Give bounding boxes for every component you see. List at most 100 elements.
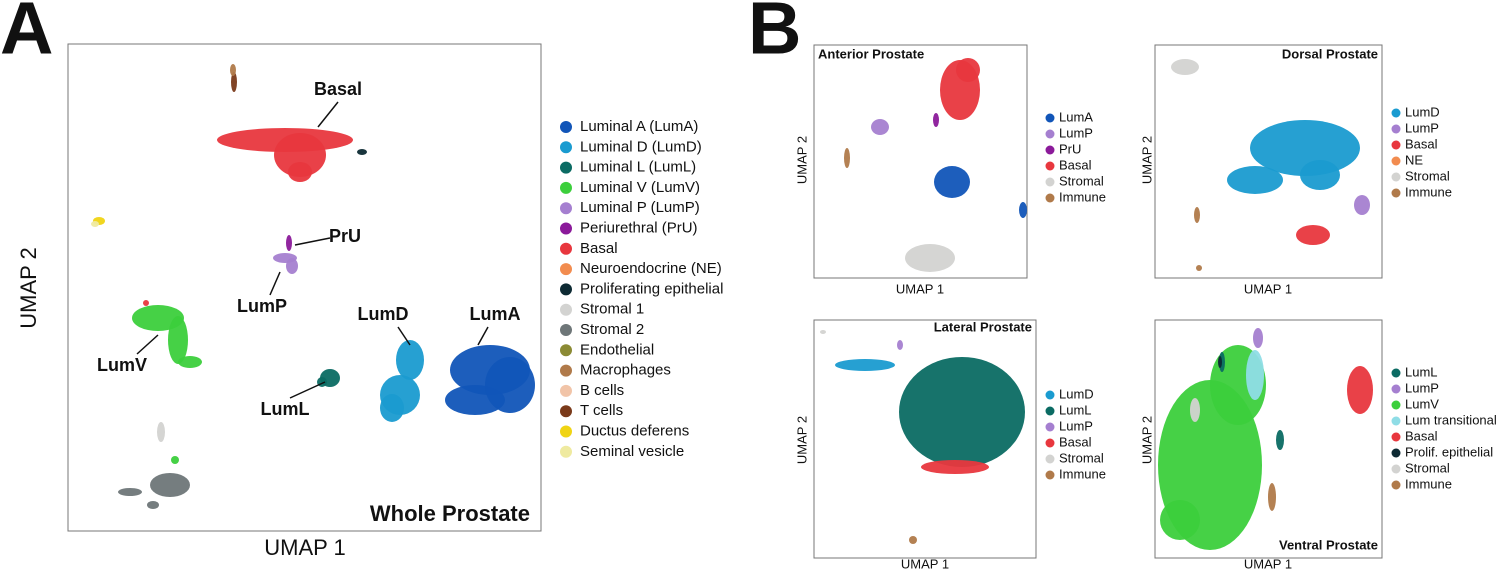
legend-label: LumD (1405, 104, 1440, 119)
legend-label: T cells (580, 402, 623, 419)
legend-marker (1045, 470, 1055, 480)
cell-cluster (1171, 59, 1199, 75)
cell-cluster (396, 340, 424, 380)
plot-title: Anterior Prostate (818, 46, 924, 61)
legend-marker (560, 161, 572, 174)
cell-cluster (897, 340, 903, 350)
legend-label: LumP (1405, 380, 1439, 395)
cell-cluster (1300, 160, 1340, 190)
cluster-label: LumP (237, 296, 287, 316)
legend-label: NE (1405, 152, 1423, 167)
legend-marker (1391, 400, 1401, 410)
legend-marker (1391, 124, 1401, 134)
legend-marker (560, 384, 572, 397)
cell-cluster (1250, 120, 1360, 176)
cell-cluster (171, 456, 179, 464)
cell-cluster (168, 316, 188, 364)
legend-label: Luminal P (LumP) (580, 199, 700, 216)
legend-marker (560, 405, 572, 418)
y-axis-label: UMAP 2 (1139, 416, 1154, 464)
annotation-line (294, 237, 331, 246)
legend-marker (1045, 422, 1055, 432)
x-axis-label: UMAP 1 (264, 535, 346, 560)
legend-label: LumP (1405, 120, 1439, 135)
legend-marker (1045, 193, 1055, 203)
legend-marker (560, 303, 572, 316)
legend-marker (1391, 172, 1401, 182)
plot-frame (1154, 44, 1383, 279)
legend-marker (560, 324, 572, 336)
legend-marker (560, 121, 572, 133)
plot-title: Whole Prostate (370, 501, 530, 526)
panel-letter: B (748, 0, 801, 70)
legend-marker (560, 141, 572, 154)
cell-cluster (934, 166, 970, 198)
plot-title: Ventral Prostate (1279, 537, 1378, 552)
cell-cluster (1190, 398, 1200, 422)
legend-label: PrU (1059, 141, 1081, 156)
cell-cluster (286, 258, 298, 274)
cell-cluster (1218, 356, 1222, 368)
legend-label: Stromal (1405, 168, 1450, 183)
legend-marker (1391, 188, 1401, 198)
legend-marker (1391, 140, 1401, 150)
legend-marker (1045, 145, 1055, 155)
legend-marker (1391, 368, 1401, 378)
legend-label: Immune (1405, 476, 1452, 491)
cluster-label: PrU (329, 226, 361, 246)
cell-cluster (1276, 430, 1284, 450)
panel-letter: A (0, 0, 53, 70)
cell-cluster (380, 394, 404, 422)
cell-cluster (871, 119, 889, 135)
legend-label: LumL (1405, 364, 1438, 379)
legend-label: Luminal D (LumD) (580, 138, 702, 155)
legend-label: Immune (1059, 189, 1106, 204)
cell-cluster (231, 72, 237, 92)
annotation-line (136, 334, 159, 355)
legend-marker (560, 364, 572, 377)
cluster-label: LumL (261, 399, 310, 419)
legend-label: Luminal A (LumA) (580, 118, 698, 135)
legend-marker (1045, 454, 1055, 464)
legend-label: Stromal 2 (580, 321, 644, 338)
legend-marker (560, 445, 572, 458)
cell-cluster (143, 300, 149, 306)
plot-frame (813, 319, 1037, 559)
legend-marker (1045, 438, 1055, 448)
cell-cluster (150, 473, 190, 497)
legend-label: B cells (580, 382, 624, 399)
cell-cluster (147, 501, 159, 509)
legend-marker (1045, 406, 1055, 416)
cell-cluster (274, 133, 326, 177)
legend-label: Stromal (1059, 450, 1104, 465)
legend-label: Basal (1059, 434, 1092, 449)
cell-cluster (1019, 202, 1027, 218)
legend-label: LumD (1059, 386, 1094, 401)
cell-cluster (288, 162, 312, 182)
plot-frame (67, 43, 542, 532)
legend-label: Luminal V (LumV) (580, 179, 700, 196)
cell-cluster (1194, 207, 1200, 223)
plot-title: Dorsal Prostate (1282, 46, 1378, 61)
plot-frame (813, 44, 1028, 279)
legend-marker (1045, 113, 1055, 123)
cell-cluster (157, 422, 165, 442)
annotation-line (289, 381, 326, 399)
legend-label: Lum transitional (1405, 412, 1497, 427)
legend-label: Ductus deferens (580, 422, 689, 439)
legend-label: Stromal (1059, 173, 1104, 188)
cell-cluster (118, 488, 142, 496)
legend-label: LumP (1059, 125, 1093, 140)
annotation-line (397, 326, 411, 346)
cell-cluster (844, 148, 850, 168)
plot-frame (1154, 319, 1383, 559)
legend-label: Neuroendocrine (NE) (580, 260, 722, 277)
legend-label: Seminal vesicle (580, 443, 684, 460)
legend-label: Basal (1405, 428, 1438, 443)
cell-cluster (905, 244, 955, 272)
cell-cluster (835, 359, 895, 371)
x-axis-label: UMAP 1 (896, 281, 944, 296)
legend-marker (560, 181, 572, 194)
legend-marker (1045, 161, 1055, 171)
